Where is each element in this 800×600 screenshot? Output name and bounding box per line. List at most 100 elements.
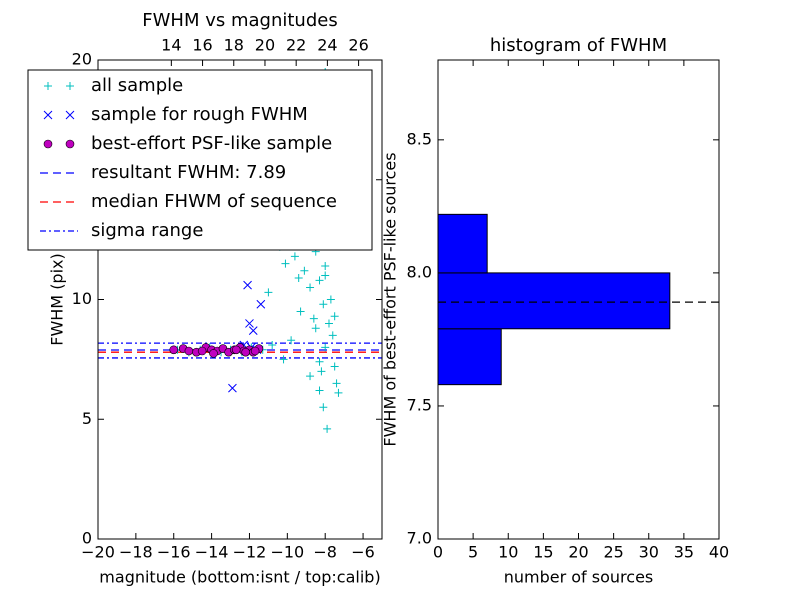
circle-marker bbox=[184, 346, 194, 356]
circle-marker bbox=[43, 139, 53, 149]
y-tick-label: 5 bbox=[82, 409, 92, 428]
legend-label: sample for rough FWHM bbox=[91, 104, 308, 125]
x-tick-label: 35 bbox=[674, 543, 694, 562]
x2-tick-label: 18 bbox=[224, 36, 244, 55]
x-tick-label: 30 bbox=[639, 543, 659, 562]
x2-tick-label: 16 bbox=[192, 36, 212, 55]
plus-marker bbox=[264, 288, 273, 297]
circle-marker bbox=[197, 346, 207, 356]
axes-frame bbox=[97, 59, 383, 540]
y-axis-label: FWHM (pix) bbox=[48, 253, 67, 346]
y-tick-label: 7.0 bbox=[407, 529, 432, 548]
legend-label: best-effort PSF-like sample bbox=[91, 133, 332, 154]
x2-tick-label: 26 bbox=[348, 36, 368, 55]
legend-label: sigma range bbox=[91, 220, 203, 241]
x-tick-label: 40 bbox=[709, 543, 729, 562]
x-axis-label: magnitude (bottom:isnt / top:calib) bbox=[99, 568, 380, 587]
plus-marker bbox=[328, 331, 337, 340]
x2-tick-label: 14 bbox=[161, 36, 181, 55]
y-tick-label: 10 bbox=[72, 289, 92, 308]
x-tick-label: −18 bbox=[119, 543, 153, 562]
plus-marker bbox=[321, 343, 330, 352]
plus-marker bbox=[281, 259, 290, 268]
x-tick-label: −20 bbox=[81, 543, 115, 562]
plus-marker bbox=[306, 372, 315, 381]
circle-marker bbox=[231, 345, 241, 355]
y-tick-label: 8.0 bbox=[407, 262, 432, 281]
x-tick-label: −10 bbox=[270, 543, 304, 562]
histogram-bar bbox=[437, 213, 488, 274]
x-tick-label: −6 bbox=[351, 543, 375, 562]
plus-marker bbox=[296, 307, 305, 316]
x-tick-label: −16 bbox=[157, 543, 191, 562]
x-tick-label: 10 bbox=[498, 543, 518, 562]
plus-marker bbox=[324, 319, 333, 328]
plus-marker bbox=[332, 379, 341, 388]
plus-marker bbox=[287, 336, 296, 345]
x-marker bbox=[245, 319, 254, 328]
chart-title: FWHM vs magnitudes bbox=[142, 10, 337, 31]
plus-marker bbox=[279, 355, 288, 364]
legend-box bbox=[27, 69, 373, 251]
x2-tick-label: 22 bbox=[286, 36, 306, 55]
histogram-bar bbox=[437, 272, 671, 330]
circle-marker bbox=[65, 139, 75, 149]
plus-marker bbox=[294, 273, 303, 282]
x-tick-label: 0 bbox=[433, 543, 443, 562]
plot-area bbox=[169, 67, 343, 433]
circle-marker bbox=[209, 349, 218, 358]
circle-marker bbox=[241, 347, 250, 357]
x-tick-label: 20 bbox=[568, 543, 588, 562]
x-marker bbox=[43, 110, 53, 120]
chart-title: histogram of FWHM bbox=[490, 35, 667, 56]
plus-marker bbox=[44, 82, 52, 90]
plus-marker bbox=[321, 261, 330, 270]
plus-marker bbox=[326, 295, 335, 304]
legend-label: all sample bbox=[91, 75, 183, 96]
plus-marker bbox=[309, 314, 318, 323]
x-marker bbox=[243, 280, 252, 290]
x-tick-label: −14 bbox=[195, 543, 229, 562]
plus-marker bbox=[319, 300, 328, 309]
y-tick-label: 8.5 bbox=[407, 129, 432, 148]
plus-marker bbox=[330, 312, 339, 321]
circle-marker bbox=[169, 345, 179, 355]
x2-tick-label: 24 bbox=[317, 36, 337, 55]
x-marker bbox=[248, 326, 258, 335]
legend: all sample sample for rough FWHM best-effo… bbox=[27, 69, 373, 251]
plus-marker bbox=[311, 324, 320, 333]
plus-marker bbox=[323, 424, 332, 433]
plus-marker bbox=[290, 252, 299, 261]
x-marker bbox=[65, 110, 75, 120]
plus-marker bbox=[268, 341, 277, 350]
legend-label: resultant FWHM: 7.89 bbox=[91, 162, 286, 183]
axes-frame bbox=[437, 59, 720, 540]
x-tick-label: 25 bbox=[603, 543, 623, 562]
x2-tick-label: 20 bbox=[255, 36, 275, 55]
y-tick-label: 0 bbox=[82, 529, 92, 548]
x-tick-label: 5 bbox=[468, 543, 478, 562]
x-marker bbox=[228, 383, 237, 393]
x-marker bbox=[256, 299, 266, 309]
plus-marker bbox=[334, 388, 343, 397]
x-axis-label: number of sources bbox=[504, 568, 654, 587]
plus-marker bbox=[319, 403, 328, 412]
plus-marker bbox=[300, 266, 309, 275]
x-tick-label: −8 bbox=[313, 543, 337, 562]
x-tick-label: −12 bbox=[233, 543, 267, 562]
y-tick-label: 20 bbox=[72, 50, 92, 69]
plus-marker bbox=[321, 271, 330, 280]
legend-label: median FHWM of sequence bbox=[91, 191, 337, 212]
y-axis-label: FWHM of best-effort PSF-like sources bbox=[381, 152, 400, 446]
plus-marker bbox=[330, 362, 339, 371]
plus-marker bbox=[317, 367, 326, 376]
circle-marker bbox=[250, 346, 260, 356]
plus-marker bbox=[315, 357, 324, 366]
x-tick-label: 15 bbox=[533, 543, 553, 562]
plus-marker bbox=[66, 82, 74, 90]
plus-marker bbox=[315, 276, 324, 285]
plus-marker bbox=[315, 386, 324, 395]
plus-marker bbox=[306, 283, 315, 292]
histogram-bar bbox=[437, 328, 502, 386]
